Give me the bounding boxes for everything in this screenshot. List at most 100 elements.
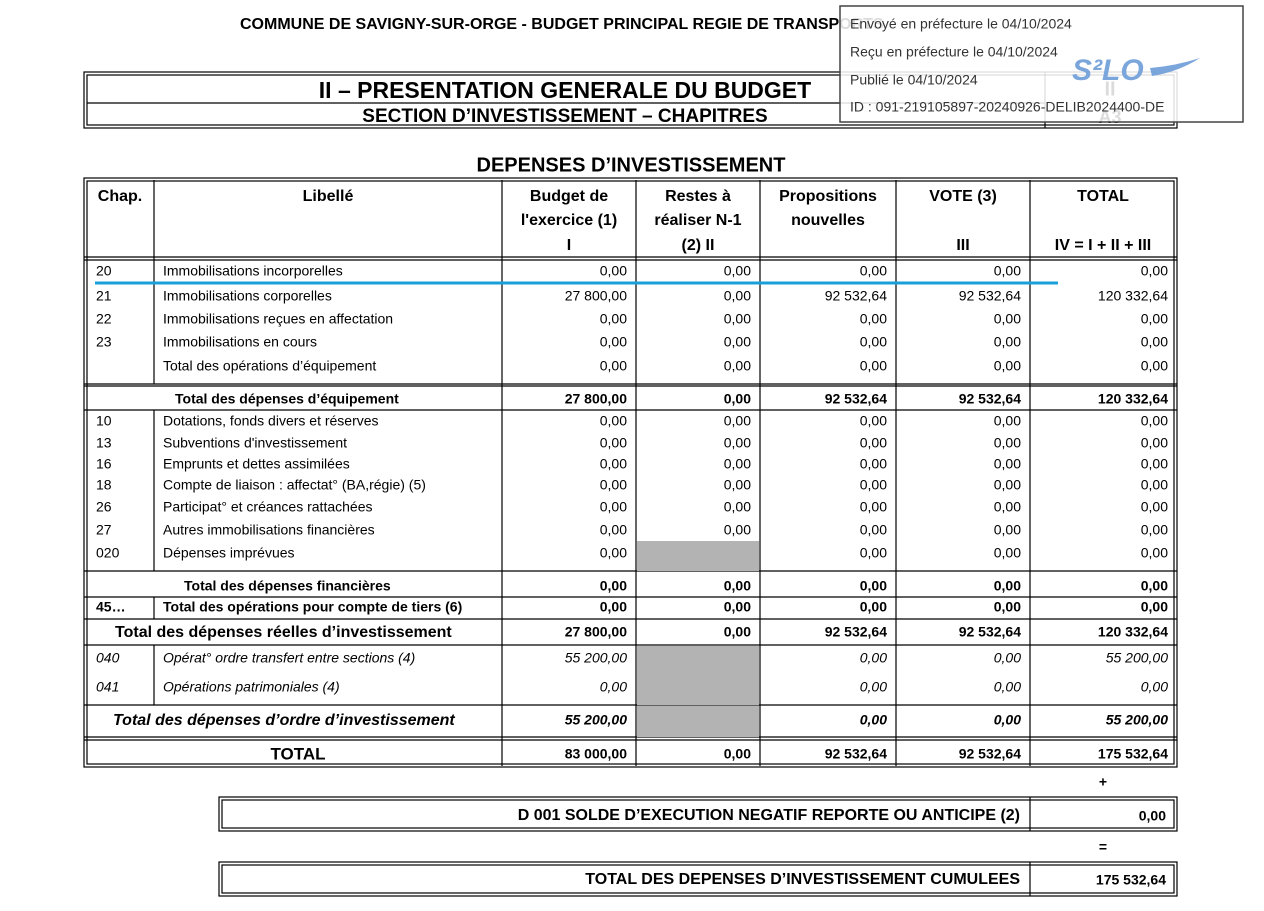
- cell-value: 0,00: [860, 263, 887, 279]
- d001-value: 0,00: [1139, 808, 1166, 824]
- column-header: Propositions: [779, 188, 877, 205]
- cell-value: 0,00: [1141, 522, 1168, 538]
- row-label: Total des opérations d’équipement: [163, 358, 376, 374]
- cumulative-label: TOTAL DES DEPENSES D’INVESTISSEMENT CUMU…: [585, 871, 1020, 888]
- chapter-code: 13: [96, 435, 112, 451]
- cumulative-frame: [218, 861, 1178, 897]
- row-label: Total des dépenses réelles d’investissem…: [115, 624, 452, 641]
- cell-value: 0,00: [724, 288, 751, 304]
- stamp-line: Reçu en préfecture le 04/10/2024: [850, 44, 1058, 60]
- cell-value: 0,00: [600, 334, 627, 350]
- cell-value: 0,00: [1141, 477, 1168, 493]
- chapter-code: 45…: [96, 599, 126, 615]
- chapter-code: 22: [96, 311, 112, 327]
- row-label: Total des dépenses financières: [184, 578, 391, 594]
- row-label: Total des opérations pour compte de tier…: [163, 599, 462, 615]
- cell-value: 0,00: [860, 679, 887, 695]
- cell-value: 55 200,00: [1106, 650, 1168, 666]
- table-frame: [83, 177, 1178, 768]
- row-label: TOTAL: [270, 744, 325, 763]
- cell-value: 0,00: [724, 456, 751, 472]
- cell-value: 0,00: [860, 435, 887, 451]
- main-title: II – PRESENTATION GENERALE DU BUDGET: [319, 77, 811, 103]
- cell-value: 120 332,64: [1098, 288, 1168, 304]
- chapter-code: 18: [96, 477, 112, 493]
- row-label: Total des dépenses d’équipement: [175, 391, 399, 407]
- cell-value: 0,00: [600, 499, 627, 515]
- cell-value: 175 532,64: [1098, 746, 1168, 762]
- row-label: Compte de liaison : affectat° (BA,régie)…: [163, 477, 426, 493]
- cell-value: 0,00: [724, 746, 751, 762]
- stamp-line: Publié le 04/10/2024: [850, 72, 978, 88]
- cell-value: 0,00: [1141, 499, 1168, 515]
- cell-value: 0,00: [994, 263, 1021, 279]
- column-header: Libellé: [303, 188, 354, 205]
- cell-value: 0,00: [860, 599, 887, 615]
- empty-cell: [637, 646, 759, 705]
- column-header: Restes à: [665, 188, 731, 205]
- section-title: DEPENSES D’INVESTISSEMENT: [477, 154, 786, 176]
- cell-value: 0,00: [1141, 599, 1168, 615]
- cumulative-frame-inner: [221, 864, 1175, 894]
- row-label: Immobilisations corporelles: [163, 288, 332, 304]
- cell-value: 92 532,64: [825, 624, 887, 640]
- cell-value: 0,00: [724, 624, 751, 640]
- cell-value: 0,00: [1141, 679, 1168, 695]
- column-header: VOTE (3): [929, 188, 997, 205]
- empty-cell: [637, 541, 759, 571]
- subtitle: SECTION D’INVESTISSEMENT – CHAPITRES: [362, 106, 767, 127]
- cell-value: 0,00: [724, 599, 751, 615]
- cell-value: 0,00: [994, 358, 1021, 374]
- cell-value: 92 532,64: [825, 391, 887, 407]
- cell-value: 92 532,64: [825, 288, 887, 304]
- cell-value: 0,00: [994, 413, 1021, 429]
- column-header: Chap.: [98, 188, 142, 205]
- column-header: Budget de: [530, 188, 608, 205]
- row-label: Subventions d'investissement: [163, 435, 347, 451]
- cell-value: 0,00: [994, 599, 1021, 615]
- cell-value: 0,00: [860, 650, 887, 666]
- cell-value: 0,00: [1141, 358, 1168, 374]
- cell-value: 0,00: [724, 358, 751, 374]
- cell-value: 0,00: [994, 545, 1021, 561]
- cell-value: 0,00: [860, 334, 887, 350]
- row-label: Immobilisations en cours: [163, 334, 317, 350]
- cell-value: 0,00: [724, 477, 751, 493]
- column-header: IV = I + II + III: [1055, 237, 1152, 254]
- column-header: III: [956, 237, 969, 254]
- cell-value: 0,00: [860, 477, 887, 493]
- stamp-lines: Envoyé en préfecture le 04/10/2024 Reçu e…: [850, 16, 1164, 115]
- cell-value: 27 800,00: [565, 288, 627, 304]
- row-label: Opérations patrimoniales (4): [163, 679, 340, 695]
- chapter-code: 040: [96, 650, 120, 666]
- d001-frame: [218, 796, 1178, 832]
- cell-value: 92 532,64: [959, 746, 1021, 762]
- stamp-box: [839, 5, 1244, 123]
- cell-value: 0,00: [860, 311, 887, 327]
- cell-value: 0,00: [600, 311, 627, 327]
- cell-value: 0,00: [1141, 311, 1168, 327]
- row-label: Dotations, fonds divers et réserves: [163, 413, 379, 429]
- stamp-logo: S²LO: [1072, 54, 1144, 87]
- chapter-code: 20: [96, 263, 112, 279]
- cell-value: 0,00: [600, 679, 627, 695]
- d001-label: D 001 SOLDE D’EXECUTION NEGATIF REPORTE …: [518, 807, 1020, 824]
- cell-value: 0,00: [1141, 545, 1168, 561]
- column-header: (2) II: [682, 237, 715, 254]
- cell-value: 0,00: [724, 391, 751, 407]
- column-header: nouvelles: [791, 212, 865, 229]
- cell-value: 92 532,64: [959, 391, 1021, 407]
- cell-value: 0,00: [994, 499, 1021, 515]
- empty-cell: [637, 706, 759, 737]
- cell-value: 0,00: [1141, 334, 1168, 350]
- cell-value: 0,00: [860, 499, 887, 515]
- plus-sign: +: [1099, 774, 1107, 790]
- cell-value: 92 532,64: [959, 288, 1021, 304]
- row-label: Participat° et créances rattachées: [163, 499, 372, 515]
- cell-value: 0,00: [1141, 413, 1168, 429]
- cell-value: 83 000,00: [565, 746, 627, 762]
- cell-value: 0,00: [600, 522, 627, 538]
- chapter-code: 27: [96, 522, 112, 538]
- chapter-code: 10: [96, 413, 112, 429]
- stamp-line: Envoyé en préfecture le 04/10/2024: [850, 16, 1072, 32]
